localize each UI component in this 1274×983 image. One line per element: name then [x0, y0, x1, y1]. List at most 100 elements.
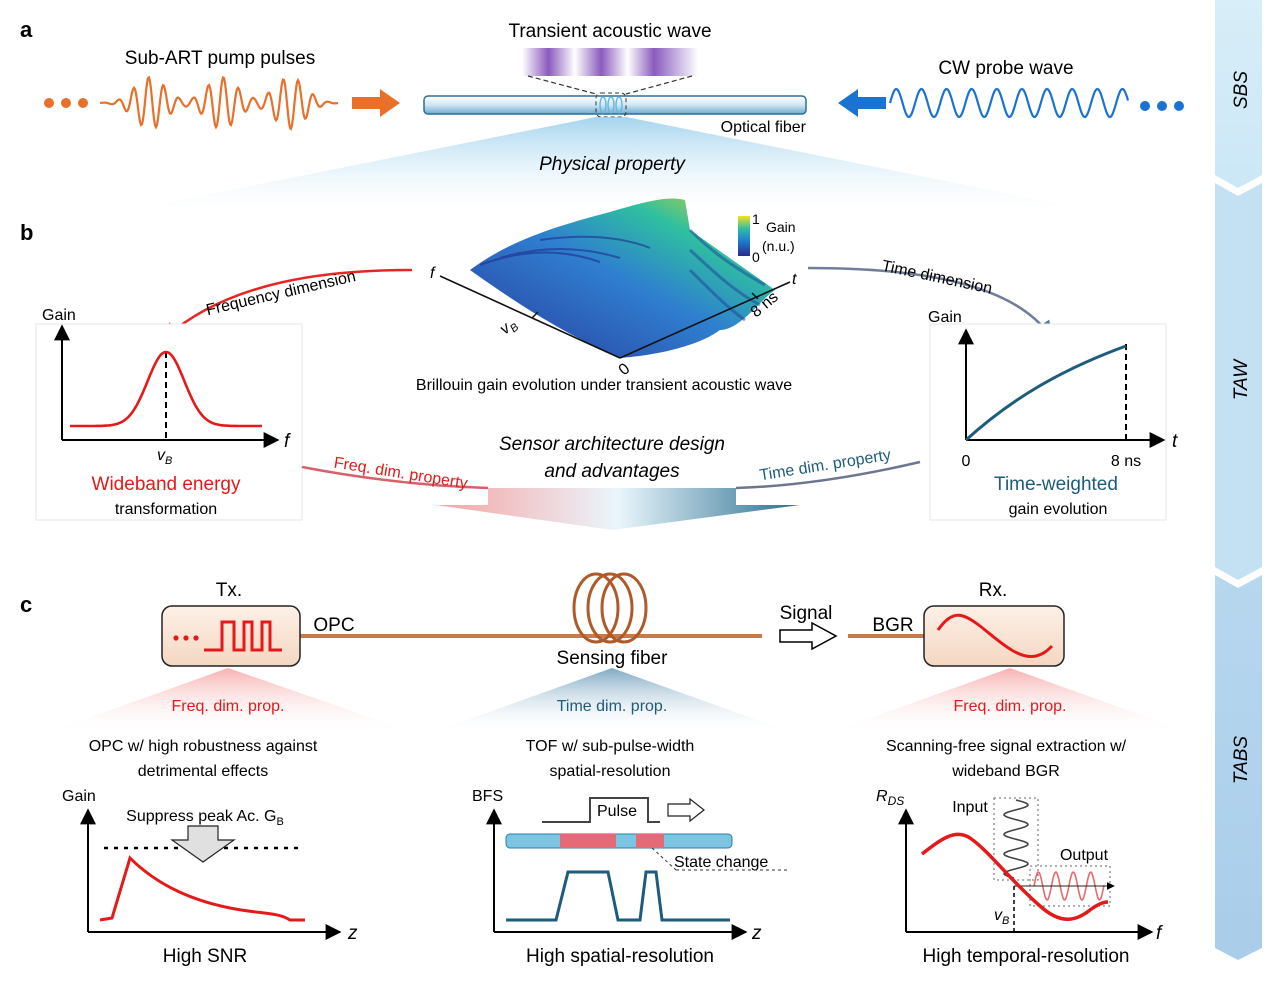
- side-tab-taw: TAW: [1215, 183, 1262, 580]
- side-tab-sbs: SBS: [1215, 0, 1262, 188]
- right-plot-tick-0: 0: [962, 453, 971, 470]
- panel-letter-c: c: [20, 592, 32, 617]
- colorbar-min: 0: [752, 249, 760, 265]
- right-caption-1: Time-weighted: [994, 474, 1118, 495]
- state-change-label: State change: [674, 854, 768, 871]
- right-plot-ylabel: Gain: [928, 309, 962, 326]
- col2-desc-2: spatial-resolution: [550, 763, 671, 780]
- pulse-label: Pulse: [597, 803, 637, 820]
- left-plot-tick-vb: vB: [157, 447, 172, 467]
- colorbar-max: 1: [752, 211, 760, 227]
- col1-prop: Freq. dim. prop.: [172, 698, 285, 715]
- colorbar-label-gain: Gain: [766, 219, 796, 235]
- pump-label: Sub-ART pump pulses: [125, 48, 315, 69]
- col1-xlabel: z: [347, 923, 358, 944]
- signal-arrow: [779, 621, 838, 651]
- freq-dimension-arrow: [162, 268, 413, 341]
- col2-xlabel: z: [751, 923, 762, 944]
- sensing-fiber-label: Sensing fiber: [557, 648, 669, 669]
- probe-label: CW probe wave: [938, 58, 1073, 79]
- freq-property-arc: [301, 465, 489, 490]
- col1-gain-curve: [99, 855, 305, 922]
- panel-letter-b: b: [20, 220, 33, 245]
- colorbar-label-unit: (n.u.): [762, 238, 795, 254]
- right-plot-xlabel: t: [1172, 431, 1178, 452]
- output-label: Output: [1060, 847, 1109, 864]
- probe-dots: [1140, 101, 1184, 111]
- col3-prop: Freq. dim. prop.: [954, 698, 1067, 715]
- col1-ylabel: Gain: [62, 788, 96, 805]
- pulse-direction-arrow: [667, 797, 705, 823]
- pump-dots: [44, 98, 88, 108]
- col2-fan: [428, 668, 796, 734]
- surface-axis-t: t: [792, 271, 797, 288]
- surface-axes: [439, 275, 791, 359]
- acoustic-wave-strip: [522, 48, 698, 76]
- architecture-label-2: and advantages: [544, 461, 680, 482]
- gain-surface-3d: [470, 198, 775, 358]
- architecture-arrow: [436, 488, 800, 530]
- side-tab-tabs: TABS: [1215, 575, 1262, 960]
- col2-caption: High spatial-resolution: [526, 946, 714, 967]
- col2-ylabel: BFS: [472, 788, 503, 805]
- surface-caption: Brillouin gain evolution under transient…: [416, 377, 792, 394]
- left-caption-2: transformation: [115, 501, 217, 518]
- left-caption-1: Wideband energy: [92, 474, 241, 495]
- gain-spectrum-curve: [70, 350, 262, 428]
- tab-label-sbs: SBS: [1231, 71, 1252, 109]
- surface-axis-f: f: [430, 265, 436, 282]
- tab-label-taw: TAW: [1231, 358, 1252, 401]
- col3-tick-vb: vB: [994, 907, 1009, 927]
- taw-title: Transient acoustic wave: [508, 21, 711, 42]
- colorbar: 1 0 Gain (n.u.): [738, 211, 796, 265]
- col3-caption: High temporal-resolution: [923, 946, 1130, 967]
- optical-fiber: [423, 92, 807, 118]
- input-wave: [1003, 799, 1029, 879]
- time-dimension-label: Time dimension: [880, 258, 993, 298]
- col1-fan: [44, 668, 418, 734]
- fiber-coil: [572, 572, 648, 644]
- fiber-label: Optical fiber: [721, 119, 807, 136]
- col3-fan: [826, 668, 1194, 734]
- rx-signal: [936, 613, 1054, 658]
- freq-dimension-label: Frequency dimension: [205, 268, 358, 319]
- probe-arrow: [838, 89, 886, 117]
- signal-label: Signal: [780, 603, 833, 624]
- col2-desc-1: TOF w/ sub-pulse-width: [526, 738, 695, 755]
- time-gain-curve: [964, 344, 1127, 442]
- freq-dim-property-label: Freq. dim. property: [333, 455, 469, 493]
- tx-pulse-train: [173, 635, 199, 641]
- left-plot-ylabel: Gain: [42, 307, 76, 324]
- bgr-label: BGR: [872, 615, 913, 636]
- col3-desc-2: wideband BGR: [951, 763, 1060, 780]
- col3-ylabel: RDS: [876, 788, 904, 808]
- rx-label: Rx.: [979, 580, 1008, 601]
- architecture-label-1: Sensor architecture design: [499, 434, 725, 455]
- sensing-fiber-segment: [505, 833, 733, 849]
- physical-property-label: Physical property: [539, 154, 686, 175]
- tab-label-tabs: TABS: [1231, 736, 1252, 785]
- col1-caption: High SNR: [163, 946, 247, 967]
- pump-pulse-wave: [99, 75, 339, 131]
- tx-label: Tx.: [216, 580, 242, 601]
- time-property-arc: [735, 460, 921, 490]
- col1-desc-1: OPC w/ high robustness against: [89, 738, 318, 755]
- left-plot-frame: [35, 323, 303, 521]
- transmitter-box: [161, 605, 301, 667]
- physical-property-fan: [130, 117, 1090, 210]
- right-plot-tick-8ns: 8 ns: [1111, 453, 1141, 470]
- time-dimension-arrow: [807, 266, 1052, 339]
- col2-prop: Time dim. prop.: [557, 698, 668, 715]
- right-caption-2: gain evolution: [1009, 501, 1108, 518]
- rds-curve: [920, 832, 1109, 921]
- tx-pulses: [204, 620, 282, 652]
- pulse-shape: [542, 797, 660, 823]
- time-dim-property-label: Time dim. property: [758, 447, 892, 485]
- opc-label: OPC: [313, 615, 354, 636]
- col1-desc-2: detrimental effects: [138, 763, 268, 780]
- pump-arrow: [352, 89, 400, 117]
- input-label: Input: [952, 799, 988, 816]
- probe-cw-wave: [888, 87, 1130, 119]
- col3-xlabel: f: [1156, 923, 1163, 944]
